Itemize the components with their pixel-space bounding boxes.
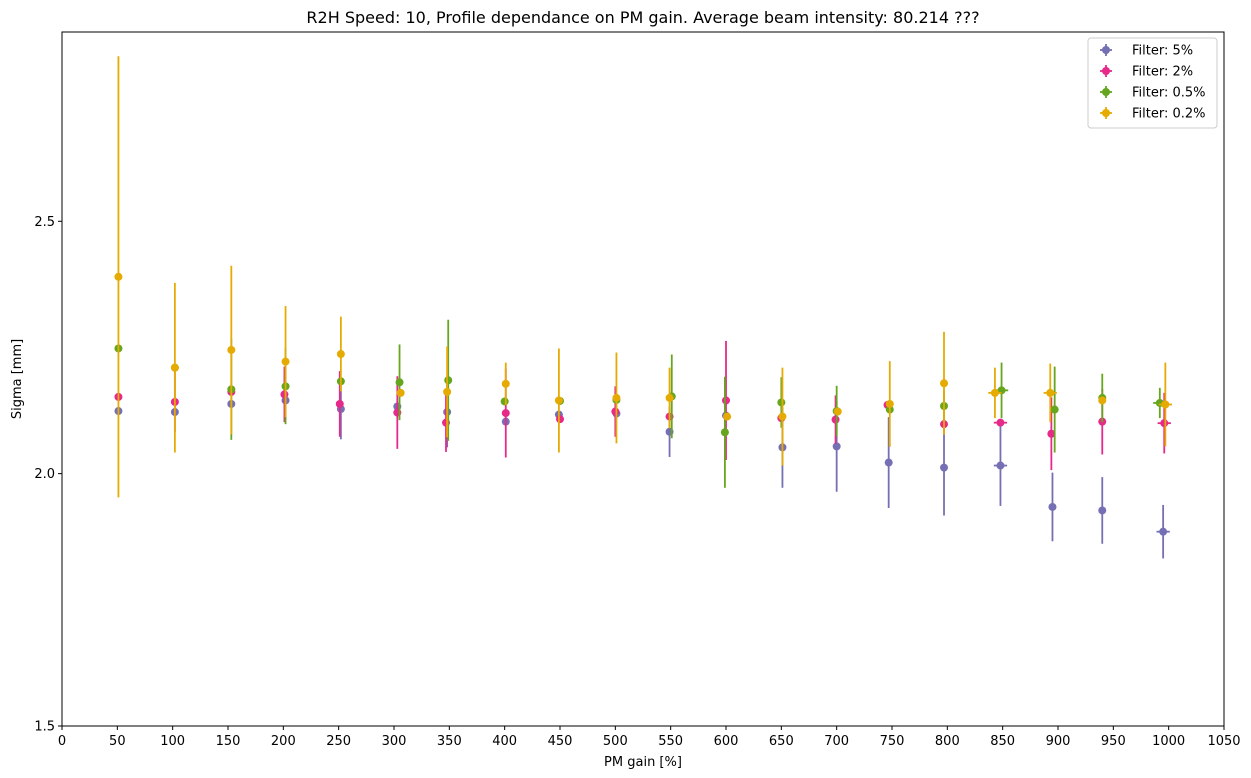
x-tick-label: 50: [109, 734, 126, 749]
series-3: [114, 319, 1167, 488]
data-point: [1160, 419, 1169, 428]
data-point: [443, 387, 452, 396]
data-point: [281, 357, 290, 366]
data-point: [885, 399, 894, 408]
x-tick-label: 350: [437, 734, 462, 749]
legend-marker: [1102, 46, 1110, 54]
x-tick-label: 750: [880, 734, 905, 749]
data-point: [720, 428, 729, 437]
x-tick-label: 1050: [1207, 734, 1240, 749]
data-point: [1046, 388, 1055, 397]
x-tick-label: 600: [714, 734, 739, 749]
data-point: [665, 393, 674, 402]
data-point: [1161, 400, 1170, 409]
data-point: [777, 398, 786, 407]
plot-frame: [61, 31, 1225, 727]
x-tick-label: 400: [492, 734, 517, 749]
data-point: [1098, 506, 1107, 515]
data-point: [1047, 429, 1056, 438]
x-tick-label: 150: [216, 734, 241, 749]
x-axis: 0 50 100 150 200 250 300 350 400 450 500 550 600 650 7…: [58, 726, 1241, 749]
x-tick-label: 300: [382, 734, 407, 749]
data-point: [444, 376, 453, 385]
data-point: [1098, 396, 1107, 405]
plot-area: [114, 56, 1172, 559]
data-point: [778, 412, 787, 421]
data-point: [996, 461, 1005, 470]
data-point: [884, 458, 893, 467]
data-point: [990, 388, 999, 397]
x-tick-label: 700: [824, 734, 849, 749]
data-point: [335, 399, 344, 408]
x-tick-label: 250: [326, 734, 351, 749]
legend-marker: [1102, 67, 1110, 75]
y-axis-title: Sigma [mm]: [10, 339, 25, 419]
data-point: [227, 345, 236, 354]
x-tick-label: 0: [58, 734, 66, 749]
x-tick-label: 450: [548, 734, 573, 749]
data-point: [500, 397, 509, 406]
x-tick-label: 550: [658, 734, 683, 749]
x-tick-label: 950: [1101, 734, 1126, 749]
series-1: [114, 376, 1170, 559]
data-point: [831, 415, 840, 424]
data-point: [1159, 527, 1168, 536]
data-point: [723, 412, 732, 421]
series-2: [114, 340, 1171, 471]
data-point: [501, 379, 510, 388]
data-point: [940, 463, 949, 472]
x-tick-label: 1000: [1152, 734, 1185, 749]
y-tick-label: 1.5: [34, 720, 55, 735]
data-point: [1050, 405, 1059, 414]
x-tick-label: 200: [271, 734, 296, 749]
legend-label: Filter: 0.5%: [1132, 86, 1206, 101]
data-point: [556, 415, 564, 424]
chart-title: R2H Speed: 10, Profile dependance on PM …: [306, 8, 979, 27]
data-point: [996, 418, 1005, 427]
data-point: [396, 388, 405, 397]
legend-box: [1087, 37, 1218, 129]
data-point: [722, 396, 730, 405]
data-point: [833, 407, 842, 416]
data-point: [170, 363, 179, 372]
y-tick-label: 2.0: [34, 467, 55, 482]
legend-marker: [1102, 88, 1110, 96]
legend-label: Filter: 5%: [1132, 44, 1193, 59]
data-point: [611, 407, 620, 416]
x-tick-label: 500: [603, 734, 628, 749]
legend: Filter: 5% Filter: 2% Filter: 0.5% Filter: …: [1087, 37, 1218, 129]
data-point: [940, 379, 949, 388]
legend-marker: [1102, 109, 1110, 117]
x-tick-label: 800: [935, 734, 960, 749]
data-point: [395, 378, 404, 387]
data-point: [280, 390, 289, 399]
data-point: [554, 396, 563, 405]
x-tick-label: 650: [769, 734, 794, 749]
x-axis-title: PM gain [%]: [604, 755, 682, 770]
data-point: [501, 409, 510, 418]
y-tick-label: 2.5: [34, 215, 55, 230]
data-point: [336, 350, 345, 359]
x-tick-label: 900: [1046, 734, 1071, 749]
data-point: [832, 442, 841, 451]
data-point: [1048, 502, 1057, 511]
y-axis: 1.5 2.0 2.5: [34, 215, 62, 735]
data-point: [114, 272, 123, 281]
data-point: [612, 393, 621, 402]
x-tick-label: 100: [160, 734, 185, 749]
series-4: [114, 56, 1172, 498]
legend-label: Filter: 0.2%: [1132, 107, 1206, 122]
legend-label: Filter: 2%: [1132, 65, 1193, 80]
x-tick-label: 850: [990, 734, 1015, 749]
